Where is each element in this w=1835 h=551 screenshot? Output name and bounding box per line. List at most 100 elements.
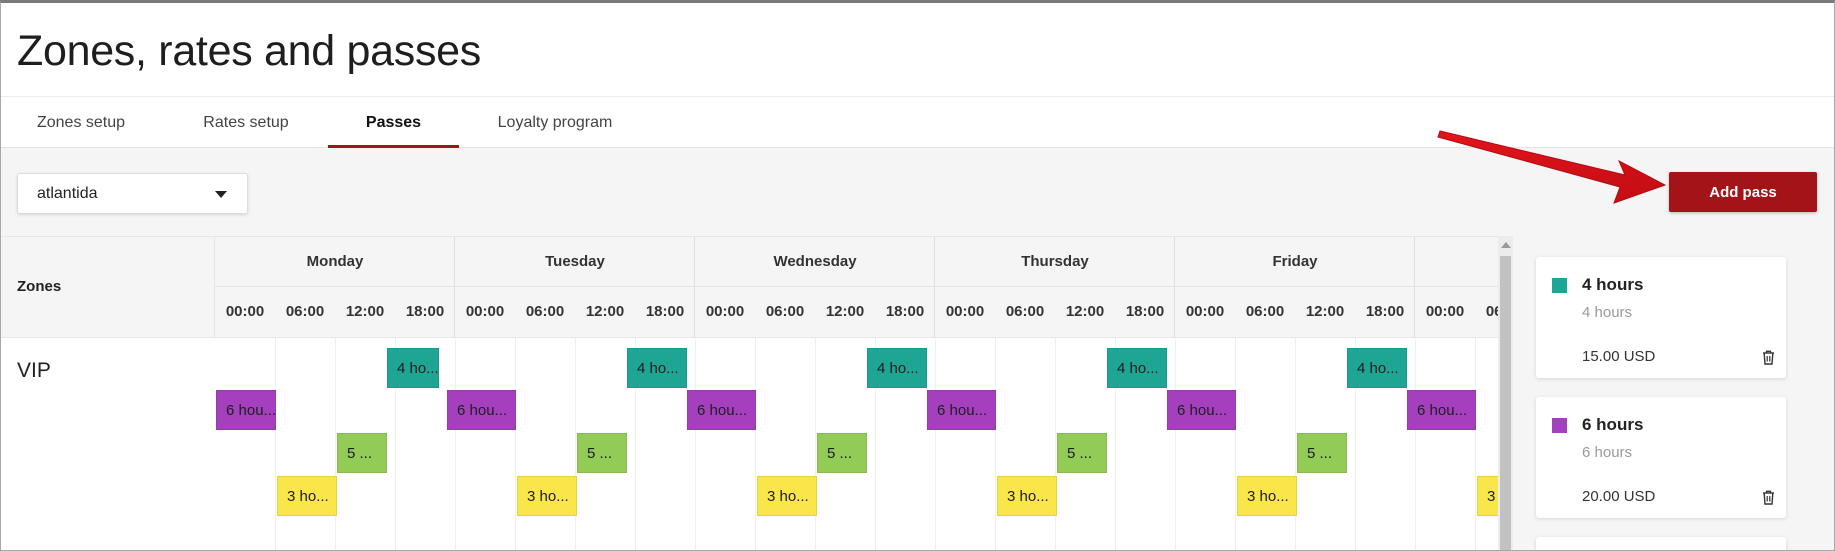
pass-block[interactable]: 3 ho...: [997, 476, 1057, 516]
hour-label: 12:00: [1305, 303, 1345, 320]
pass-block[interactable]: 5 ...: [817, 433, 867, 473]
day-column: Monday 00:00 06:00 12:00 18:00: [215, 237, 455, 337]
pass-name: 6 hours: [1582, 415, 1644, 434]
pass-price: 20.00 USD: [1582, 488, 1656, 505]
day-name: Wednesday: [695, 237, 935, 287]
pass-block[interactable]: 6 hou...: [216, 390, 276, 430]
pass-block[interactable]: 6 hou...: [927, 390, 996, 430]
pass-block[interactable]: 3 ho...: [517, 476, 577, 516]
pass-price: 15.00 USD: [1582, 348, 1656, 365]
hour-label: 00:00: [1425, 303, 1465, 320]
tab-bar: Zones setup Rates setup Passes Loyalty p…: [1, 96, 1834, 148]
scroll-up-arrow-icon[interactable]: [1501, 242, 1511, 248]
pass-duration: 4 hours: [1582, 304, 1633, 321]
hour-label: 18:00: [645, 303, 685, 320]
pass-block[interactable]: 4 ho...: [1107, 348, 1167, 388]
grid-line: [695, 338, 696, 550]
hour-label: 00:00: [705, 303, 745, 320]
grid-line: [515, 338, 516, 550]
tab-passes[interactable]: Passes: [328, 97, 459, 148]
hour-label: 18:00: [885, 303, 925, 320]
pass-color-swatch: [1552, 278, 1567, 293]
pass-block[interactable]: 6 hou...: [687, 390, 756, 430]
pass-block[interactable]: 6 hou...: [1407, 390, 1476, 430]
add-pass-button[interactable]: Add pass: [1669, 172, 1817, 212]
scrollbar-thumb[interactable]: [1500, 256, 1511, 550]
hour-label: 06:00: [1485, 303, 1498, 320]
pass-block[interactable]: 3 ho...: [757, 476, 817, 516]
pass-name: 4 hours: [1582, 275, 1644, 294]
day-name: Tuesday: [455, 237, 695, 287]
hour-label: 12:00: [585, 303, 625, 320]
pass-card[interactable]: [1536, 537, 1786, 550]
hour-label: 12:00: [825, 303, 865, 320]
grid-line: [815, 338, 816, 550]
arrow-icon: [1437, 130, 1667, 204]
pass-block[interactable]: 6 hou...: [1167, 390, 1236, 430]
hour-label: 18:00: [1125, 303, 1165, 320]
pass-block[interactable]: 5 ...: [577, 433, 627, 473]
pass-block[interactable]: 4 ho...: [1347, 348, 1407, 388]
grid-line: [1115, 338, 1116, 550]
pass-card[interactable]: 6 hours 6 hours 20.00 USD: [1536, 397, 1786, 518]
hour-label: 06:00: [525, 303, 565, 320]
grid-line: [1355, 338, 1356, 550]
day-name: [1415, 237, 1498, 287]
pass-block[interactable]: 5 ...: [337, 433, 387, 473]
grid-line: [1175, 338, 1176, 550]
grid-line: [995, 338, 996, 550]
location-select-value: atlantida: [37, 185, 98, 202]
zone-name: VIP: [17, 359, 51, 382]
pass-block[interactable]: 4 ho...: [627, 348, 687, 388]
hour-label: 00:00: [465, 303, 505, 320]
hour-label: 06:00: [765, 303, 805, 320]
pass-block[interactable]: 5 ...: [1057, 433, 1107, 473]
zones-header-label: Zones: [17, 278, 62, 295]
pass-block[interactable]: 3 ho...: [1477, 476, 1498, 516]
pass-block[interactable]: 3 ho...: [277, 476, 337, 516]
hour-label: 12:00: [1065, 303, 1105, 320]
hour-label: 00:00: [945, 303, 985, 320]
location-select[interactable]: atlantida: [17, 173, 248, 214]
pass-color-swatch: [1552, 418, 1567, 433]
passes-list: 4 hours 4 hours 15.00 USD 6 hours 6 hour…: [1518, 236, 1834, 550]
pass-block[interactable]: 4 ho...: [387, 348, 439, 388]
grid-line: [635, 338, 636, 550]
grid-line: [455, 338, 456, 550]
passes-panel: atlantida Add pass Zones Monday 00:00 06…: [1, 148, 1834, 550]
tab-zones-setup[interactable]: Zones setup: [36, 114, 126, 131]
pass-block[interactable]: 4 ho...: [867, 348, 927, 388]
day-column: Tuesday 00:00 06:00 12:00 18:00: [455, 237, 695, 337]
grid-line: [1295, 338, 1296, 550]
hour-label: 18:00: [405, 303, 445, 320]
hour-label: 00:00: [225, 303, 265, 320]
chevron-down-icon: [215, 191, 227, 198]
grid-line: [935, 338, 936, 550]
hour-label: 18:00: [1365, 303, 1405, 320]
grid-line: [755, 338, 756, 550]
tab-loyalty-program[interactable]: Loyalty program: [497, 114, 613, 131]
grid-line: [575, 338, 576, 550]
pass-schedule-grid: Zones Monday 00:00 06:00 12:00 18:00 Tue…: [1, 236, 1498, 550]
day-name: Thursday: [935, 237, 1175, 287]
pass-block[interactable]: 6 hou...: [447, 390, 516, 430]
hour-label: 00:00: [1185, 303, 1225, 320]
day-column: Friday 00:00 06:00 12:00 18:00: [1175, 237, 1415, 337]
trash-icon[interactable]: [1762, 490, 1775, 505]
pass-block[interactable]: 5 ...: [1297, 433, 1347, 473]
trash-icon[interactable]: [1762, 350, 1775, 365]
hour-label: 06:00: [1005, 303, 1045, 320]
vertical-scrollbar[interactable]: [1498, 236, 1513, 550]
hour-label: 06:00: [285, 303, 325, 320]
pass-block[interactable]: 3 ho...: [1237, 476, 1297, 516]
tab-rates-setup[interactable]: Rates setup: [203, 114, 289, 131]
schedule-body: 4 ho... 6 hou... 5 ... 3 ho... 4 ho... 6…: [215, 338, 1498, 550]
grid-line: [1235, 338, 1236, 550]
grid-line: [875, 338, 876, 550]
pass-duration: 6 hours: [1582, 444, 1633, 461]
hour-label: 12:00: [345, 303, 385, 320]
hour-label: 06:00: [1245, 303, 1285, 320]
days-header: Monday 00:00 06:00 12:00 18:00 Tuesday 0…: [215, 237, 1498, 338]
pass-card[interactable]: 4 hours 4 hours 15.00 USD: [1536, 257, 1786, 378]
